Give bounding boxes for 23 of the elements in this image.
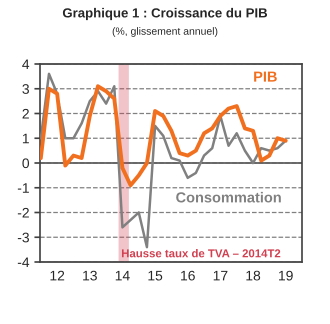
y-tick-label: 2 <box>22 108 29 119</box>
y-tick-label: 1 <box>22 134 29 144</box>
x-tick-label: 15 <box>148 270 162 281</box>
y-tick-label: -3 <box>18 232 29 242</box>
y-tick-label: 3 <box>22 84 29 94</box>
y-tick-label: 0 <box>22 158 30 168</box>
x-tick-label: 19 <box>279 270 293 281</box>
x-tick-label: 12 <box>50 270 64 280</box>
annotation: Hausse taux de TVA – 2014T2 <box>122 249 280 258</box>
y-tick-label: -2 <box>18 208 29 218</box>
line-series <box>40 84 288 188</box>
y-tick-label: -4 <box>18 257 30 268</box>
x-tick-label: 16 <box>181 270 195 281</box>
x-tick-label: 14 <box>116 270 130 280</box>
y-tick-label: -1 <box>18 183 29 193</box>
y-tick-label: 4 <box>22 59 30 70</box>
x-tick-label: 17 <box>214 270 228 280</box>
series-label: Consommation <box>176 192 281 203</box>
chart-title: Graphique 1 : Croissance du PIB <box>62 8 268 20</box>
x-tick-label: 13 <box>83 270 97 281</box>
chart-subtitle: (%, glissement annuel) <box>112 27 218 37</box>
text: PIB <box>254 72 277 82</box>
x-tick-label: 18 <box>246 270 260 281</box>
